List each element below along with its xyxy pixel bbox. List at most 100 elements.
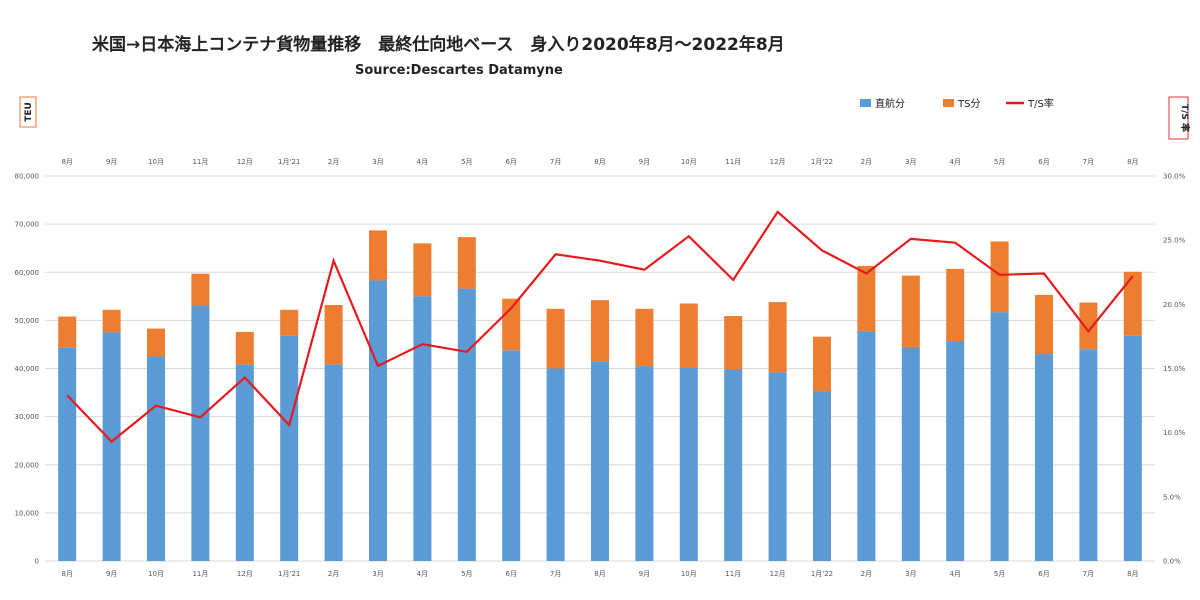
x-tick-label: 7月 [550, 570, 561, 578]
y-tick-label: 30,000 [15, 413, 40, 421]
y2-tick-label: 0.0% [1163, 558, 1181, 566]
y2-axis-label-box [1168, 96, 1189, 140]
bar-direct [102, 332, 121, 561]
y-axis-label-box [19, 96, 37, 128]
bar-ts [191, 273, 210, 306]
bar-direct [591, 361, 609, 561]
bar-ts [635, 308, 654, 367]
bar-direct [679, 368, 698, 561]
y2-tick-label: 20.0% [1163, 301, 1186, 309]
x-tick-label-top: 5月 [994, 158, 1005, 166]
bar-ts [768, 302, 787, 373]
y-tick-label: 50,000 [15, 317, 40, 325]
bar-ts [679, 303, 698, 369]
bar-direct [1035, 354, 1053, 561]
x-tick-label: 2月 [861, 570, 872, 578]
bar-ts [1035, 294, 1053, 355]
bar-direct [502, 350, 521, 561]
x-tick-label: 8月 [1127, 570, 1138, 578]
bar-ts [413, 243, 432, 297]
bar-direct [1123, 335, 1142, 561]
y-axis-label: TEU [24, 102, 34, 122]
y2-tick-label: 10.0% [1163, 429, 1186, 437]
x-tick-label-top: 1月'22 [811, 158, 833, 166]
x-tick-label: 12月 [237, 570, 253, 578]
x-tick-label-top: 8月 [594, 158, 605, 166]
x-tick-label: 5月 [994, 570, 1005, 578]
x-tick-label-top: 4月 [949, 158, 960, 166]
x-tick-label: 6月 [505, 570, 516, 578]
bar-direct [191, 305, 210, 561]
bar-ts [724, 316, 743, 370]
bar-ts [946, 268, 965, 342]
x-tick-label-top: 10月 [681, 158, 697, 166]
bar-ts [857, 265, 876, 332]
legend: 直航分 TS分 T/S率 [860, 97, 1054, 110]
ratio-line [66, 210, 1134, 444]
y-tick-label: 60,000 [15, 269, 40, 277]
bar-ts [813, 336, 831, 392]
bar-direct [457, 288, 476, 561]
bar-direct [768, 372, 787, 561]
x-tick-label: 8月 [594, 570, 605, 578]
x-tick-label: 11月 [192, 570, 208, 578]
legend-swatch [943, 99, 954, 107]
bar-direct [58, 347, 77, 561]
x-tick-label: 3月 [905, 570, 916, 578]
y2-tick-label: 5.0% [1163, 493, 1181, 501]
bar-ts [58, 316, 77, 348]
bar-direct [813, 391, 831, 561]
bar-direct [413, 296, 432, 561]
x-tick-label-top: 8月 [61, 158, 72, 166]
x-tick-label-top: 1月'21 [278, 158, 300, 166]
bar-ts [1079, 302, 1098, 350]
x-tick-label-top: 9月 [639, 158, 650, 166]
x-tick-label: 6月 [1038, 570, 1049, 578]
x-tick-label: 1月'22 [811, 570, 833, 578]
y2-axis-label: T/S 率 [1179, 104, 1191, 132]
x-tick-label-top: 12月 [770, 158, 786, 166]
x-tick-label-top: 10月 [148, 158, 164, 166]
bar-ts [280, 309, 299, 336]
y-tick-label: 20,000 [15, 461, 40, 469]
bar-ts [546, 308, 565, 369]
bar-ts [369, 230, 387, 281]
bar-ts [147, 328, 165, 357]
x-tick-label-top: 3月 [372, 158, 383, 166]
y2-tick-label: 15.0% [1163, 365, 1186, 373]
ratio-line-layer [66, 210, 1134, 444]
x-tick-label: 10月 [148, 570, 164, 578]
x-tick-label-top: 6月 [505, 158, 516, 166]
x-tick-label-top: 9月 [106, 158, 117, 166]
bar-direct [901, 346, 920, 561]
x-tick-label-top: 6月 [1038, 158, 1049, 166]
bar-direct [324, 364, 343, 561]
x-tick-label: 7月 [1083, 570, 1094, 578]
bar-ts [901, 275, 920, 347]
bar-ts [502, 298, 521, 351]
bar-direct [990, 312, 1009, 561]
y-tick-label: 10,000 [15, 509, 40, 517]
x-tick-label-top: 2月 [861, 158, 872, 166]
bar-ts [1123, 271, 1142, 336]
x-tick-label: 10月 [681, 570, 697, 578]
x-tick-label: 11月 [725, 570, 741, 578]
x-tick-label: 3月 [372, 570, 383, 578]
bar-direct [857, 331, 876, 561]
x-tick-label-top: 4月 [417, 158, 428, 166]
bar-ts [324, 304, 343, 365]
x-tick-label-top: 7月 [1083, 158, 1094, 166]
x-tick-label-top: 11月 [725, 158, 741, 166]
x-tick-label: 12月 [770, 570, 786, 578]
x-tick-label: 8月 [61, 570, 72, 578]
x-tick-label-top: 11月 [192, 158, 208, 166]
legend-label: T/S率 [1027, 97, 1054, 110]
x-tick-label: 4月 [949, 570, 960, 578]
x-tick-label-top: 12月 [237, 158, 253, 166]
y-tick-label: 80,000 [15, 173, 40, 181]
x-tick-label-top: 8月 [1127, 158, 1138, 166]
x-tick-label-top: 3月 [905, 158, 916, 166]
chart-source: Source:Descartes Datamyne [355, 63, 563, 78]
legend-label: TS分 [957, 98, 980, 110]
